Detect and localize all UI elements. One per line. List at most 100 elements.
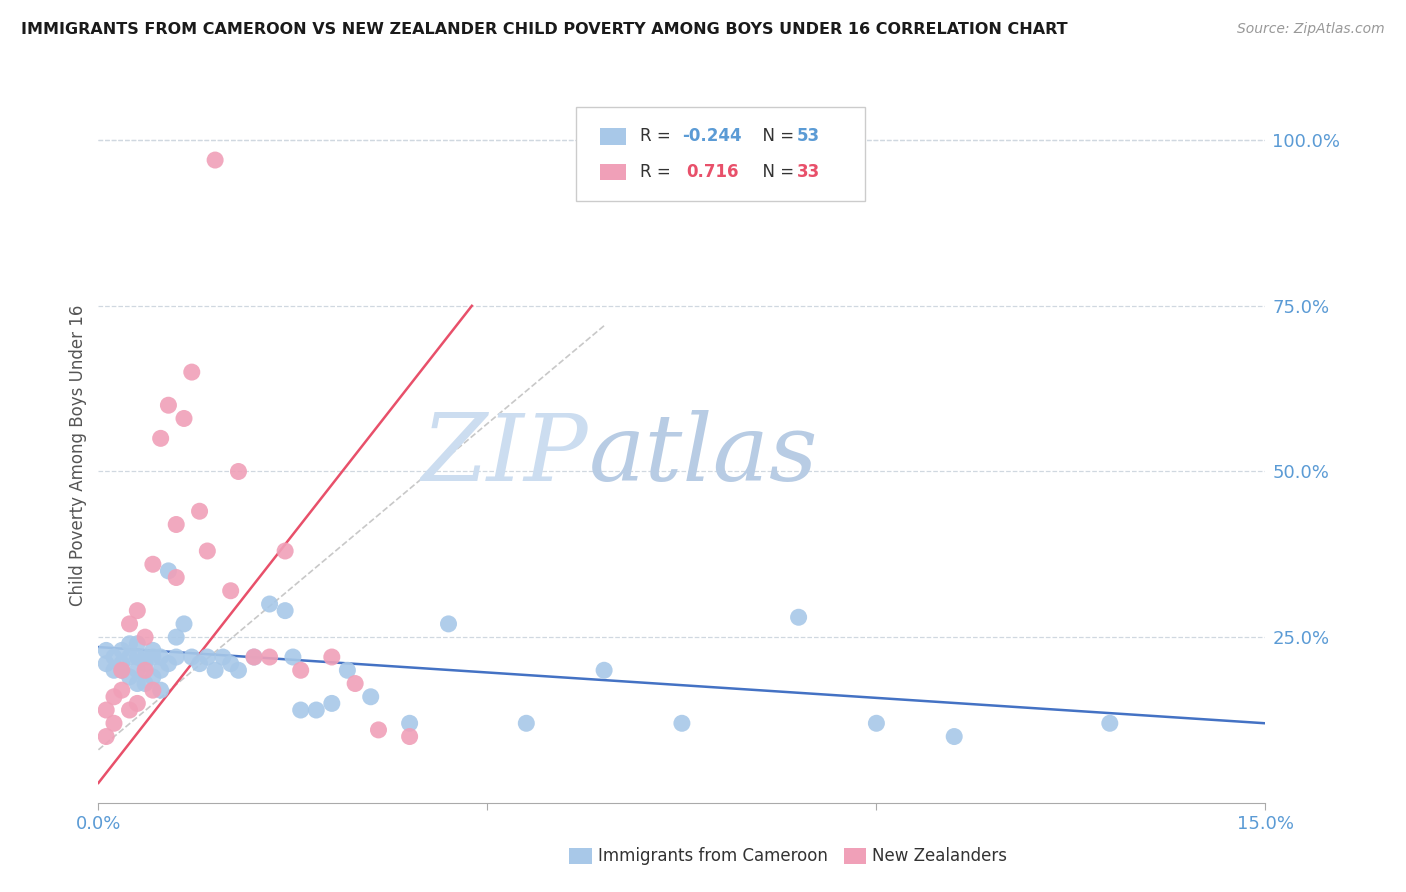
Point: [515, 716, 537, 731]
Point: [290, 703, 312, 717]
Point: [96, 657, 118, 671]
Point: [103, 716, 125, 731]
Point: [165, 517, 187, 532]
Point: [134, 676, 156, 690]
Point: [127, 663, 149, 677]
Point: [96, 643, 118, 657]
Point: [865, 716, 887, 731]
Point: [281, 650, 304, 665]
Point: [259, 597, 281, 611]
Text: 53: 53: [797, 128, 820, 145]
Point: [149, 683, 172, 698]
Point: [157, 398, 180, 412]
Point: [321, 697, 343, 711]
Point: [157, 564, 180, 578]
Text: R =: R =: [640, 128, 676, 145]
Point: [111, 663, 134, 677]
Point: [165, 650, 187, 665]
Point: [219, 657, 242, 671]
Point: [228, 465, 250, 479]
Point: [103, 690, 125, 704]
Point: [173, 616, 195, 631]
Point: [118, 670, 141, 684]
Point: [165, 630, 187, 644]
Point: [943, 730, 966, 744]
Point: [787, 610, 810, 624]
Point: [165, 570, 187, 584]
Point: [127, 604, 149, 618]
Point: [96, 730, 118, 744]
Text: -0.244: -0.244: [682, 128, 741, 145]
Point: [243, 650, 266, 665]
Point: [321, 650, 343, 665]
Point: [188, 657, 211, 671]
Text: Immigrants from Cameroon: Immigrants from Cameroon: [598, 847, 827, 865]
Point: [127, 697, 149, 711]
Point: [180, 365, 202, 379]
Point: [127, 676, 149, 690]
Point: [111, 663, 134, 677]
Point: [111, 643, 134, 657]
Point: [127, 650, 149, 665]
Text: 33: 33: [797, 163, 821, 181]
Point: [188, 504, 211, 518]
Point: [259, 650, 281, 665]
Point: [195, 650, 218, 665]
Point: [149, 663, 172, 677]
Point: [173, 411, 195, 425]
Text: IMMIGRANTS FROM CAMEROON VS NEW ZEALANDER CHILD POVERTY AMONG BOYS UNDER 16 CORR: IMMIGRANTS FROM CAMEROON VS NEW ZEALANDE…: [21, 22, 1067, 37]
Point: [149, 650, 172, 665]
Point: [204, 153, 226, 167]
Point: [118, 616, 141, 631]
Point: [134, 663, 156, 677]
Point: [593, 663, 616, 677]
Point: [111, 657, 134, 671]
Point: [305, 703, 328, 717]
Point: [127, 637, 149, 651]
Point: [134, 630, 156, 644]
Point: [360, 690, 382, 704]
Point: [134, 657, 156, 671]
Point: [274, 544, 297, 558]
Point: [142, 683, 165, 698]
Point: [195, 544, 218, 558]
Text: N =: N =: [752, 163, 800, 181]
Point: [103, 650, 125, 665]
Text: R =: R =: [640, 163, 676, 181]
Point: [336, 663, 359, 677]
Y-axis label: Child Poverty Among Boys Under 16: Child Poverty Among Boys Under 16: [69, 304, 87, 606]
Text: Source: ZipAtlas.com: Source: ZipAtlas.com: [1237, 22, 1385, 37]
Point: [367, 723, 389, 737]
Text: N =: N =: [752, 128, 800, 145]
Point: [142, 558, 165, 572]
Point: [274, 604, 297, 618]
Point: [118, 703, 141, 717]
Text: New Zealanders: New Zealanders: [872, 847, 1007, 865]
Point: [180, 650, 202, 665]
Point: [204, 663, 226, 677]
Point: [398, 730, 420, 744]
Point: [212, 650, 235, 665]
Point: [437, 616, 460, 631]
Point: [1098, 716, 1121, 731]
Point: [228, 663, 250, 677]
Point: [111, 683, 134, 698]
Point: [142, 670, 165, 684]
Point: [671, 716, 693, 731]
Point: [142, 643, 165, 657]
Point: [118, 650, 141, 665]
Text: 0.716: 0.716: [686, 163, 738, 181]
Point: [149, 431, 172, 445]
Point: [157, 657, 180, 671]
Point: [243, 650, 266, 665]
Text: ZIP: ZIP: [422, 410, 589, 500]
Point: [398, 716, 420, 731]
Point: [290, 663, 312, 677]
Text: atlas: atlas: [589, 410, 818, 500]
Point: [219, 583, 242, 598]
Point: [344, 676, 367, 690]
Point: [134, 650, 156, 665]
Point: [118, 637, 141, 651]
Point: [142, 650, 165, 665]
Point: [103, 663, 125, 677]
